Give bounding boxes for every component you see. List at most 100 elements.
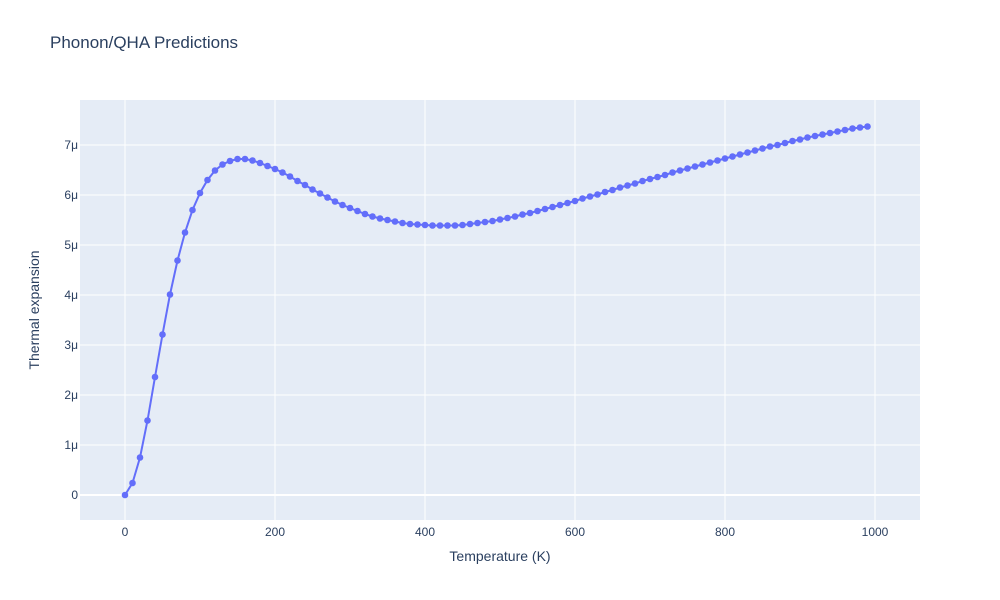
data-point	[241, 155, 249, 163]
data-point	[819, 131, 826, 138]
y-tick-label: 7μ	[64, 138, 78, 152]
tick-labels: 0 200 400 600 800 1000 0 1μ 2μ 3μ 4μ 5μ 6μ 7μ	[64, 138, 888, 539]
y-tick-label: 6μ	[64, 188, 78, 202]
data-point	[324, 194, 331, 201]
data-point	[856, 124, 864, 131]
data-point	[714, 157, 721, 164]
y-tick-label: 0	[71, 488, 78, 502]
data-point	[204, 176, 211, 184]
data-point	[774, 141, 781, 149]
x-tick-label: 200	[265, 525, 285, 539]
data-point	[759, 145, 766, 152]
data-point	[631, 180, 639, 187]
data-point	[504, 214, 511, 222]
data-point	[436, 222, 444, 229]
series	[121, 123, 871, 499]
x-tick-label: 1000	[862, 525, 889, 539]
data-point	[346, 204, 354, 212]
data-point	[699, 161, 706, 168]
y-tick-label: 4μ	[64, 288, 78, 302]
plot-background	[80, 100, 920, 520]
data-point	[414, 221, 421, 228]
data-point	[639, 177, 646, 185]
data-point	[459, 221, 466, 229]
y-axis-title: Thermal expansion	[26, 250, 42, 369]
data-point	[219, 161, 226, 168]
data-point	[571, 197, 579, 205]
data-point	[661, 171, 669, 179]
data-point	[541, 205, 549, 213]
data-point	[609, 186, 616, 194]
data-point	[181, 229, 189, 236]
data-point	[159, 331, 166, 338]
data-point	[804, 134, 811, 141]
data-point	[234, 155, 241, 163]
data-point	[196, 189, 204, 197]
data-point	[339, 201, 346, 209]
data-point	[279, 169, 286, 176]
data-point	[489, 217, 496, 225]
data-point	[144, 417, 151, 424]
data-point	[616, 184, 624, 191]
data-point	[369, 213, 376, 220]
series-line	[124, 125, 868, 496]
x-tick-label: 400	[415, 525, 435, 539]
data-point	[309, 186, 316, 193]
x-tick-label: 0	[122, 525, 129, 539]
data-point	[136, 454, 144, 461]
data-point	[811, 132, 819, 140]
data-point	[129, 479, 136, 487]
data-point	[264, 162, 271, 170]
data-point	[864, 123, 871, 130]
y-tick-label: 5μ	[64, 238, 78, 252]
data-point	[789, 137, 796, 145]
data-point	[451, 222, 459, 229]
data-point	[444, 222, 451, 229]
data-point	[354, 207, 361, 215]
data-point	[301, 181, 309, 189]
x-tick-label: 800	[715, 525, 735, 539]
data-point	[744, 149, 751, 156]
data-point	[736, 151, 744, 158]
data-point	[601, 188, 609, 196]
data-point	[624, 182, 631, 189]
y-tick-label: 2μ	[64, 388, 78, 402]
data-point	[331, 198, 339, 205]
data-point	[121, 491, 129, 499]
data-point	[391, 218, 399, 225]
data-point	[669, 169, 676, 176]
data-point	[316, 190, 324, 197]
data-point	[166, 291, 174, 298]
grid-lines	[80, 100, 920, 520]
data-point	[729, 153, 736, 160]
data-point	[294, 177, 301, 185]
data-point	[519, 211, 526, 218]
data-point	[586, 193, 594, 200]
data-point	[481, 218, 489, 226]
data-point	[781, 139, 789, 147]
x-axis-title: Temperature (K)	[449, 548, 550, 564]
data-point	[384, 216, 391, 224]
x-tick-label: 600	[565, 525, 585, 539]
data-point	[376, 215, 384, 222]
data-point	[796, 136, 804, 143]
data-point	[256, 159, 264, 167]
data-point	[751, 147, 759, 154]
data-point	[496, 216, 504, 223]
data-point	[766, 143, 774, 150]
data-point	[474, 219, 481, 227]
data-point	[849, 125, 856, 132]
data-point	[691, 163, 699, 170]
data-point	[226, 157, 234, 165]
data-point	[841, 126, 849, 134]
data-point	[834, 128, 841, 135]
data-point	[151, 373, 159, 381]
data-point	[271, 165, 279, 173]
data-point	[511, 213, 519, 220]
data-point	[421, 221, 429, 229]
data-point	[654, 173, 661, 181]
data-point	[676, 167, 684, 174]
data-point	[594, 191, 601, 198]
data-point	[406, 220, 414, 228]
data-point	[429, 222, 436, 229]
